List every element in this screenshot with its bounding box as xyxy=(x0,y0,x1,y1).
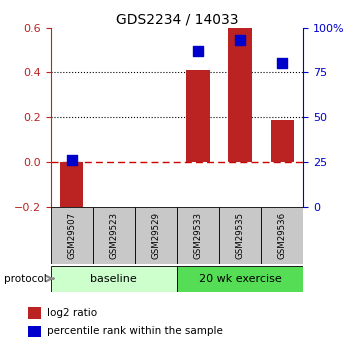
Point xyxy=(237,37,243,43)
Bar xyxy=(186,70,209,162)
Point xyxy=(279,61,285,66)
Text: GSM29536: GSM29536 xyxy=(278,211,287,259)
Text: percentile rank within the sample: percentile rank within the sample xyxy=(47,326,223,336)
Point xyxy=(195,48,201,54)
Bar xyxy=(219,207,261,264)
Text: 20 wk exercise: 20 wk exercise xyxy=(199,274,282,284)
Bar xyxy=(135,207,177,264)
Text: GSM29533: GSM29533 xyxy=(193,211,203,259)
Bar xyxy=(229,28,252,162)
Text: protocol: protocol xyxy=(4,274,46,284)
Bar xyxy=(60,162,83,211)
Bar xyxy=(261,207,303,264)
Bar xyxy=(28,326,41,337)
Text: GSM29535: GSM29535 xyxy=(236,211,244,259)
Bar xyxy=(51,266,177,292)
Bar xyxy=(177,266,303,292)
Text: GSM29529: GSM29529 xyxy=(151,211,160,258)
Bar xyxy=(28,307,41,319)
Text: log2 ratio: log2 ratio xyxy=(47,308,97,317)
Text: GSM29507: GSM29507 xyxy=(67,211,76,259)
Title: GDS2234 / 14033: GDS2234 / 14033 xyxy=(116,12,238,27)
Bar xyxy=(177,207,219,264)
Text: GSM29523: GSM29523 xyxy=(109,211,118,259)
Bar xyxy=(271,119,294,162)
Bar xyxy=(51,207,93,264)
Text: baseline: baseline xyxy=(90,274,137,284)
Point xyxy=(69,158,74,163)
Bar xyxy=(93,207,135,264)
